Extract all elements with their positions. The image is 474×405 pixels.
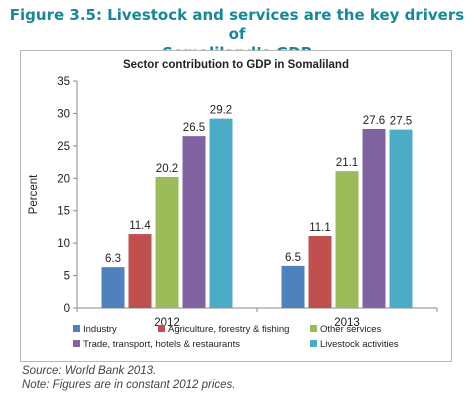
y-tick-label: 0: [64, 303, 70, 315]
data-label: 11.4: [129, 220, 151, 232]
bar-2013-4: [362, 128, 386, 308]
data-label: 6.3: [105, 253, 121, 265]
bar-2012-5: [209, 118, 233, 308]
y-tick-label: 5: [64, 271, 70, 283]
legend-swatch: [310, 340, 317, 347]
data-label: 26.5: [183, 122, 205, 134]
bar-2012-1: [101, 267, 125, 308]
bar-2012-3: [155, 176, 179, 308]
prices-note: Note: Figures are in constant 2012 price…: [22, 379, 236, 391]
legend-label: Other services: [320, 324, 381, 335]
figure-title-line-1: Figure 3.5: Livestock and services are t…: [9, 6, 465, 43]
y-tick-label: 25: [57, 141, 70, 153]
data-label: 11.1: [309, 222, 331, 234]
figure-notes: Source: World Bank 2013. Note: Figures a…: [22, 364, 236, 392]
bar-2013-2: [308, 236, 332, 308]
legend-swatch: [73, 340, 80, 347]
y-tick-label: 20: [57, 173, 70, 185]
y-tick-label: 35: [57, 76, 70, 88]
chart-title: Sector contribution to GDP in Somaliland: [123, 59, 349, 71]
data-label: 27.5: [390, 116, 412, 128]
y-tick-label: 15: [57, 206, 70, 218]
y-tick-label: 10: [57, 238, 70, 250]
data-label: 6.5: [285, 252, 301, 264]
legend-swatch: [158, 325, 165, 332]
data-label: 20.2: [156, 163, 178, 175]
legend-swatch: [73, 325, 80, 332]
sector-gdp-chart: Sector contribution to GDP in Somaliland…: [28, 59, 438, 350]
legend-label: Agriculture, forestry & fishing: [168, 324, 289, 335]
bar-2013-1: [281, 265, 305, 308]
legend-label: Industry: [83, 324, 117, 335]
bar-2012-2: [128, 234, 152, 308]
legend-label: Trade, transport, hotels & restaurants: [83, 339, 240, 350]
legend-swatch: [310, 325, 317, 332]
y-axis-label: Percent: [28, 174, 40, 214]
legend-label: Livestock activities: [320, 339, 399, 350]
data-label: 29.2: [210, 105, 232, 117]
bar-2013-5: [389, 129, 413, 308]
source-note: Source: World Bank 2013.: [22, 365, 157, 377]
bar-2013-3: [335, 171, 359, 308]
data-label: 27.6: [363, 115, 385, 127]
data-label: 21.1: [336, 157, 358, 169]
chart-frame: Sector contribution to GDP in Somaliland…: [20, 50, 452, 362]
bar-2012-4: [182, 136, 206, 308]
x-tick-label-2013: 2013: [334, 317, 360, 329]
y-tick-label: 30: [57, 108, 70, 120]
